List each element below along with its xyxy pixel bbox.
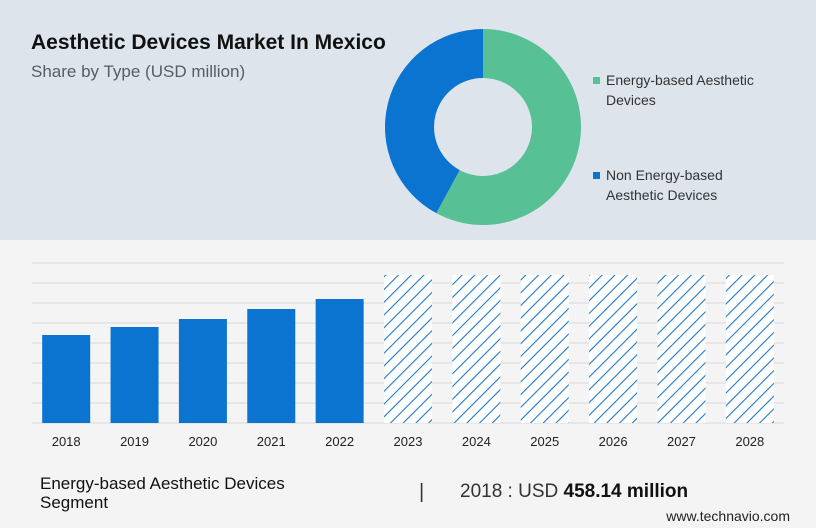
bar-2020	[178, 319, 227, 423]
segment-label: Energy-based Aesthetic Devices Segment	[40, 474, 285, 512]
x-tick-label: 2020	[188, 434, 217, 449]
x-tick-label: 2023	[394, 434, 423, 449]
bar-2021	[247, 309, 296, 423]
donut-slice-energy-based	[436, 29, 581, 225]
stat-divider: |	[419, 481, 425, 503]
bar-forecast-2025	[520, 275, 569, 423]
legend-item-non-energy-based: Non Energy-based Aesthetic Devices	[593, 165, 781, 205]
donut-chart	[385, 29, 581, 225]
legend-label-energy-based: Energy-based Aesthetic Devices	[606, 72, 754, 108]
legend-swatch-energy-based	[593, 77, 600, 84]
stat-value: 458.14 million	[563, 481, 689, 502]
bar-forecast-2023	[384, 275, 432, 423]
stat-prefix: 2018 : USD	[460, 481, 564, 502]
chart-subtitle: Share by Type (USD million)	[31, 62, 246, 81]
x-tick-label: 2028	[735, 434, 764, 449]
legend-swatch-non-energy-based	[593, 172, 600, 179]
bar-forecast-2028	[725, 275, 774, 423]
x-tick-label: 2024	[462, 434, 491, 449]
bar-forecast-2027	[657, 275, 706, 423]
x-tick-label: 2025	[530, 434, 559, 449]
bar-2022	[315, 299, 364, 423]
bottom-panel: 2018 2019 2020 2021 2022 2023 2024 2025 2026 2027…	[0, 240, 816, 528]
x-tick-label: 2019	[120, 434, 149, 449]
bar-2019	[110, 327, 159, 423]
top-panel: Aesthetic Devices Market In Mexico Share…	[0, 0, 816, 240]
donut-slice-non-energy-based	[385, 29, 483, 214]
bar-forecast-2026	[589, 275, 638, 423]
legend-label-non-energy-based: Non Energy-based Aesthetic Devices	[606, 167, 723, 203]
bar-forecast-2024	[452, 275, 501, 423]
x-tick-label: 2021	[257, 434, 286, 449]
x-tick-label: 2022	[325, 434, 354, 449]
source-url: www.technavio.com	[666, 508, 790, 524]
x-tick-label: 2018	[52, 434, 81, 449]
x-tick-label: 2026	[599, 434, 628, 449]
x-tick-label: 2027	[667, 434, 696, 449]
chart-title: Aesthetic Devices Market In Mexico	[31, 31, 386, 54]
legend-item-energy-based: Energy-based Aesthetic Devices	[593, 70, 781, 110]
stat-line: 2018 : USD 458.14 million	[460, 481, 688, 503]
bar-chart: 2018 2019 2020 2021 2022 2023 2024 2025 2026 2027…	[32, 262, 784, 449]
bar-2018	[42, 335, 91, 423]
